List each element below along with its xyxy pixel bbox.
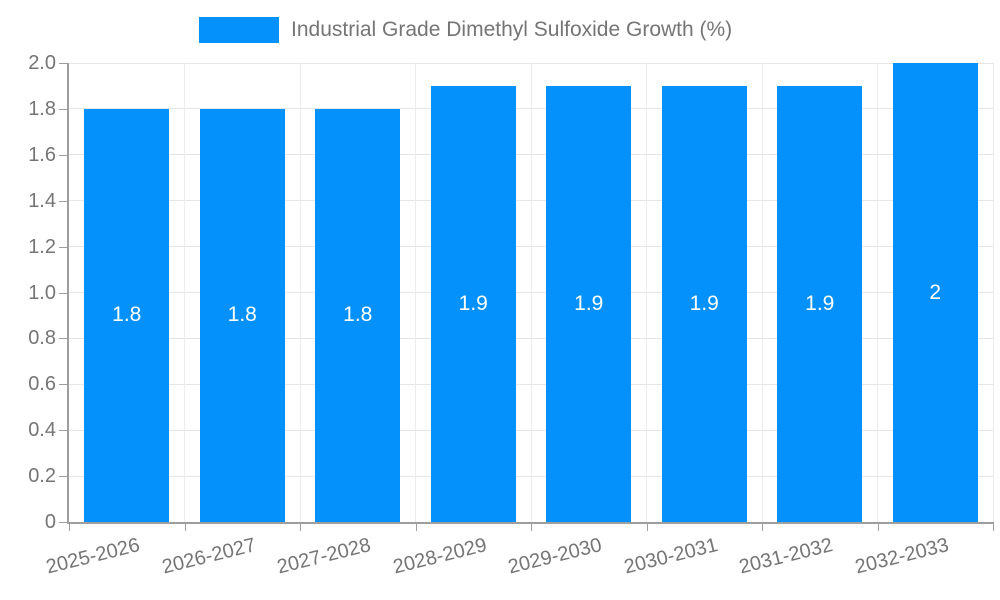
x-axis-tick — [531, 522, 532, 531]
x-axis-category-label: 2030-2031 — [621, 534, 720, 579]
x-axis-category-label: 2026-2027 — [159, 534, 258, 579]
y-axis-line — [67, 63, 69, 522]
x-axis-tick — [300, 522, 301, 531]
x-axis-tick — [415, 522, 417, 531]
legend-label: Industrial Grade Dimethyl Sulfoxide Grow… — [291, 18, 733, 41]
legend-item[interactable]: Industrial Grade Dimethyl Sulfoxide Grow… — [199, 16, 732, 44]
x-axis-category-label: 2025-2026 — [43, 534, 143, 579]
y-axis-tick-label: 1.0 — [28, 281, 56, 304]
x-axis-tick — [762, 522, 763, 531]
x-axis-category-label: 2032-2033 — [852, 534, 951, 579]
y-axis-tick-label: 1.2 — [28, 235, 56, 258]
y-axis-tick — [59, 63, 67, 64]
bar[interactable] — [430, 85, 516, 522]
x-axis-category-label: 2028-2029 — [390, 534, 489, 579]
y-axis-tick — [59, 522, 67, 523]
gridline-vertical — [761, 63, 763, 522]
y-axis-tick-label: 0.8 — [28, 327, 56, 350]
gridline-vertical — [646, 63, 647, 522]
y-axis-tick-label: 1.4 — [28, 189, 56, 212]
bar[interactable] — [546, 85, 632, 522]
bar[interactable] — [892, 63, 978, 522]
y-axis-tick-label: 0.2 — [28, 465, 56, 488]
x-axis-tick — [877, 522, 879, 531]
y-axis-tick — [59, 476, 67, 478]
bar[interactable] — [777, 85, 863, 522]
bar[interactable] — [84, 108, 170, 522]
y-axis-tick-label: 1.8 — [28, 97, 56, 120]
x-axis-category-label: 2029-2030 — [505, 534, 605, 579]
y-axis-tick — [59, 430, 67, 432]
y-axis-tick — [59, 200, 67, 202]
bar[interactable] — [661, 85, 747, 522]
y-axis-tick — [59, 246, 67, 248]
y-axis-tick — [59, 108, 67, 110]
y-axis-tick-label: 0.6 — [28, 373, 56, 396]
plot-area: 1.8 1.8 1.8 1.9 1.9 1.9 1.9 2 — [67, 62, 994, 524]
gridline-vertical — [415, 63, 416, 522]
gridline-vertical — [299, 63, 301, 522]
bar[interactable] — [315, 108, 401, 522]
bar[interactable] — [199, 108, 285, 522]
gridline-vertical — [877, 63, 878, 522]
gridline-vertical — [992, 63, 994, 522]
y-axis-tick-label: 2.0 — [28, 52, 56, 74]
y-axis-tick — [59, 154, 67, 156]
y-axis-tick — [59, 338, 67, 340]
y-axis-tick-label: 1.6 — [28, 143, 56, 166]
y-axis-tick-label: 0 — [44, 511, 56, 533]
gridline-vertical — [184, 63, 185, 522]
x-axis-tick — [69, 522, 70, 531]
legend-swatch — [199, 17, 279, 43]
x-axis-category-label: 2031-2032 — [736, 534, 836, 579]
y-axis-tick — [59, 292, 67, 294]
x-axis-tick — [646, 522, 648, 531]
x-axis-tick — [993, 522, 994, 531]
y-axis-tick — [59, 384, 67, 386]
x-axis-category-label: 2027-2028 — [274, 534, 374, 579]
gridline-vertical — [530, 63, 532, 522]
x-axis-line — [67, 522, 993, 524]
y-axis-tick-label: 0.4 — [28, 419, 56, 442]
x-axis-tick — [184, 522, 186, 531]
